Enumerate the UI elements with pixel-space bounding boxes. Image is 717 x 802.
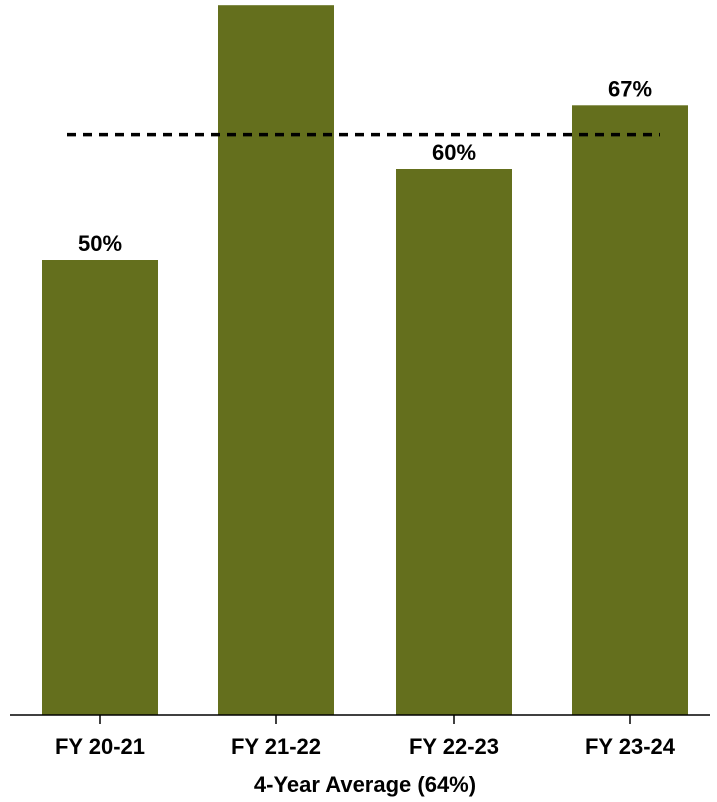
bars-layer — [42, 5, 688, 716]
data-label: 50% — [78, 231, 122, 256]
bar-fy-22-23 — [396, 169, 512, 715]
data-label: 67% — [608, 76, 652, 101]
x-tick-label: FY 21-22 — [231, 734, 321, 759]
data-label: 78% — [254, 0, 298, 1]
data-label: 60% — [432, 140, 476, 165]
data-labels-layer: 50% 78% 60% 67% — [78, 0, 652, 256]
x-tick-label: FY 23-24 — [585, 734, 676, 759]
x-ticks-layer: FY 20-21 FY 21-22 FY 22-23 FY 23-24 — [55, 715, 676, 759]
x-tick-label: FY 20-21 — [55, 734, 145, 759]
x-tick-label: FY 22-23 — [409, 734, 499, 759]
bar-fy-20-21 — [42, 260, 158, 715]
bar-fy-21-22 — [218, 5, 334, 715]
bar-fy-23-24 — [572, 105, 688, 716]
x-axis-title: 4-Year Average (64%) — [254, 772, 476, 797]
